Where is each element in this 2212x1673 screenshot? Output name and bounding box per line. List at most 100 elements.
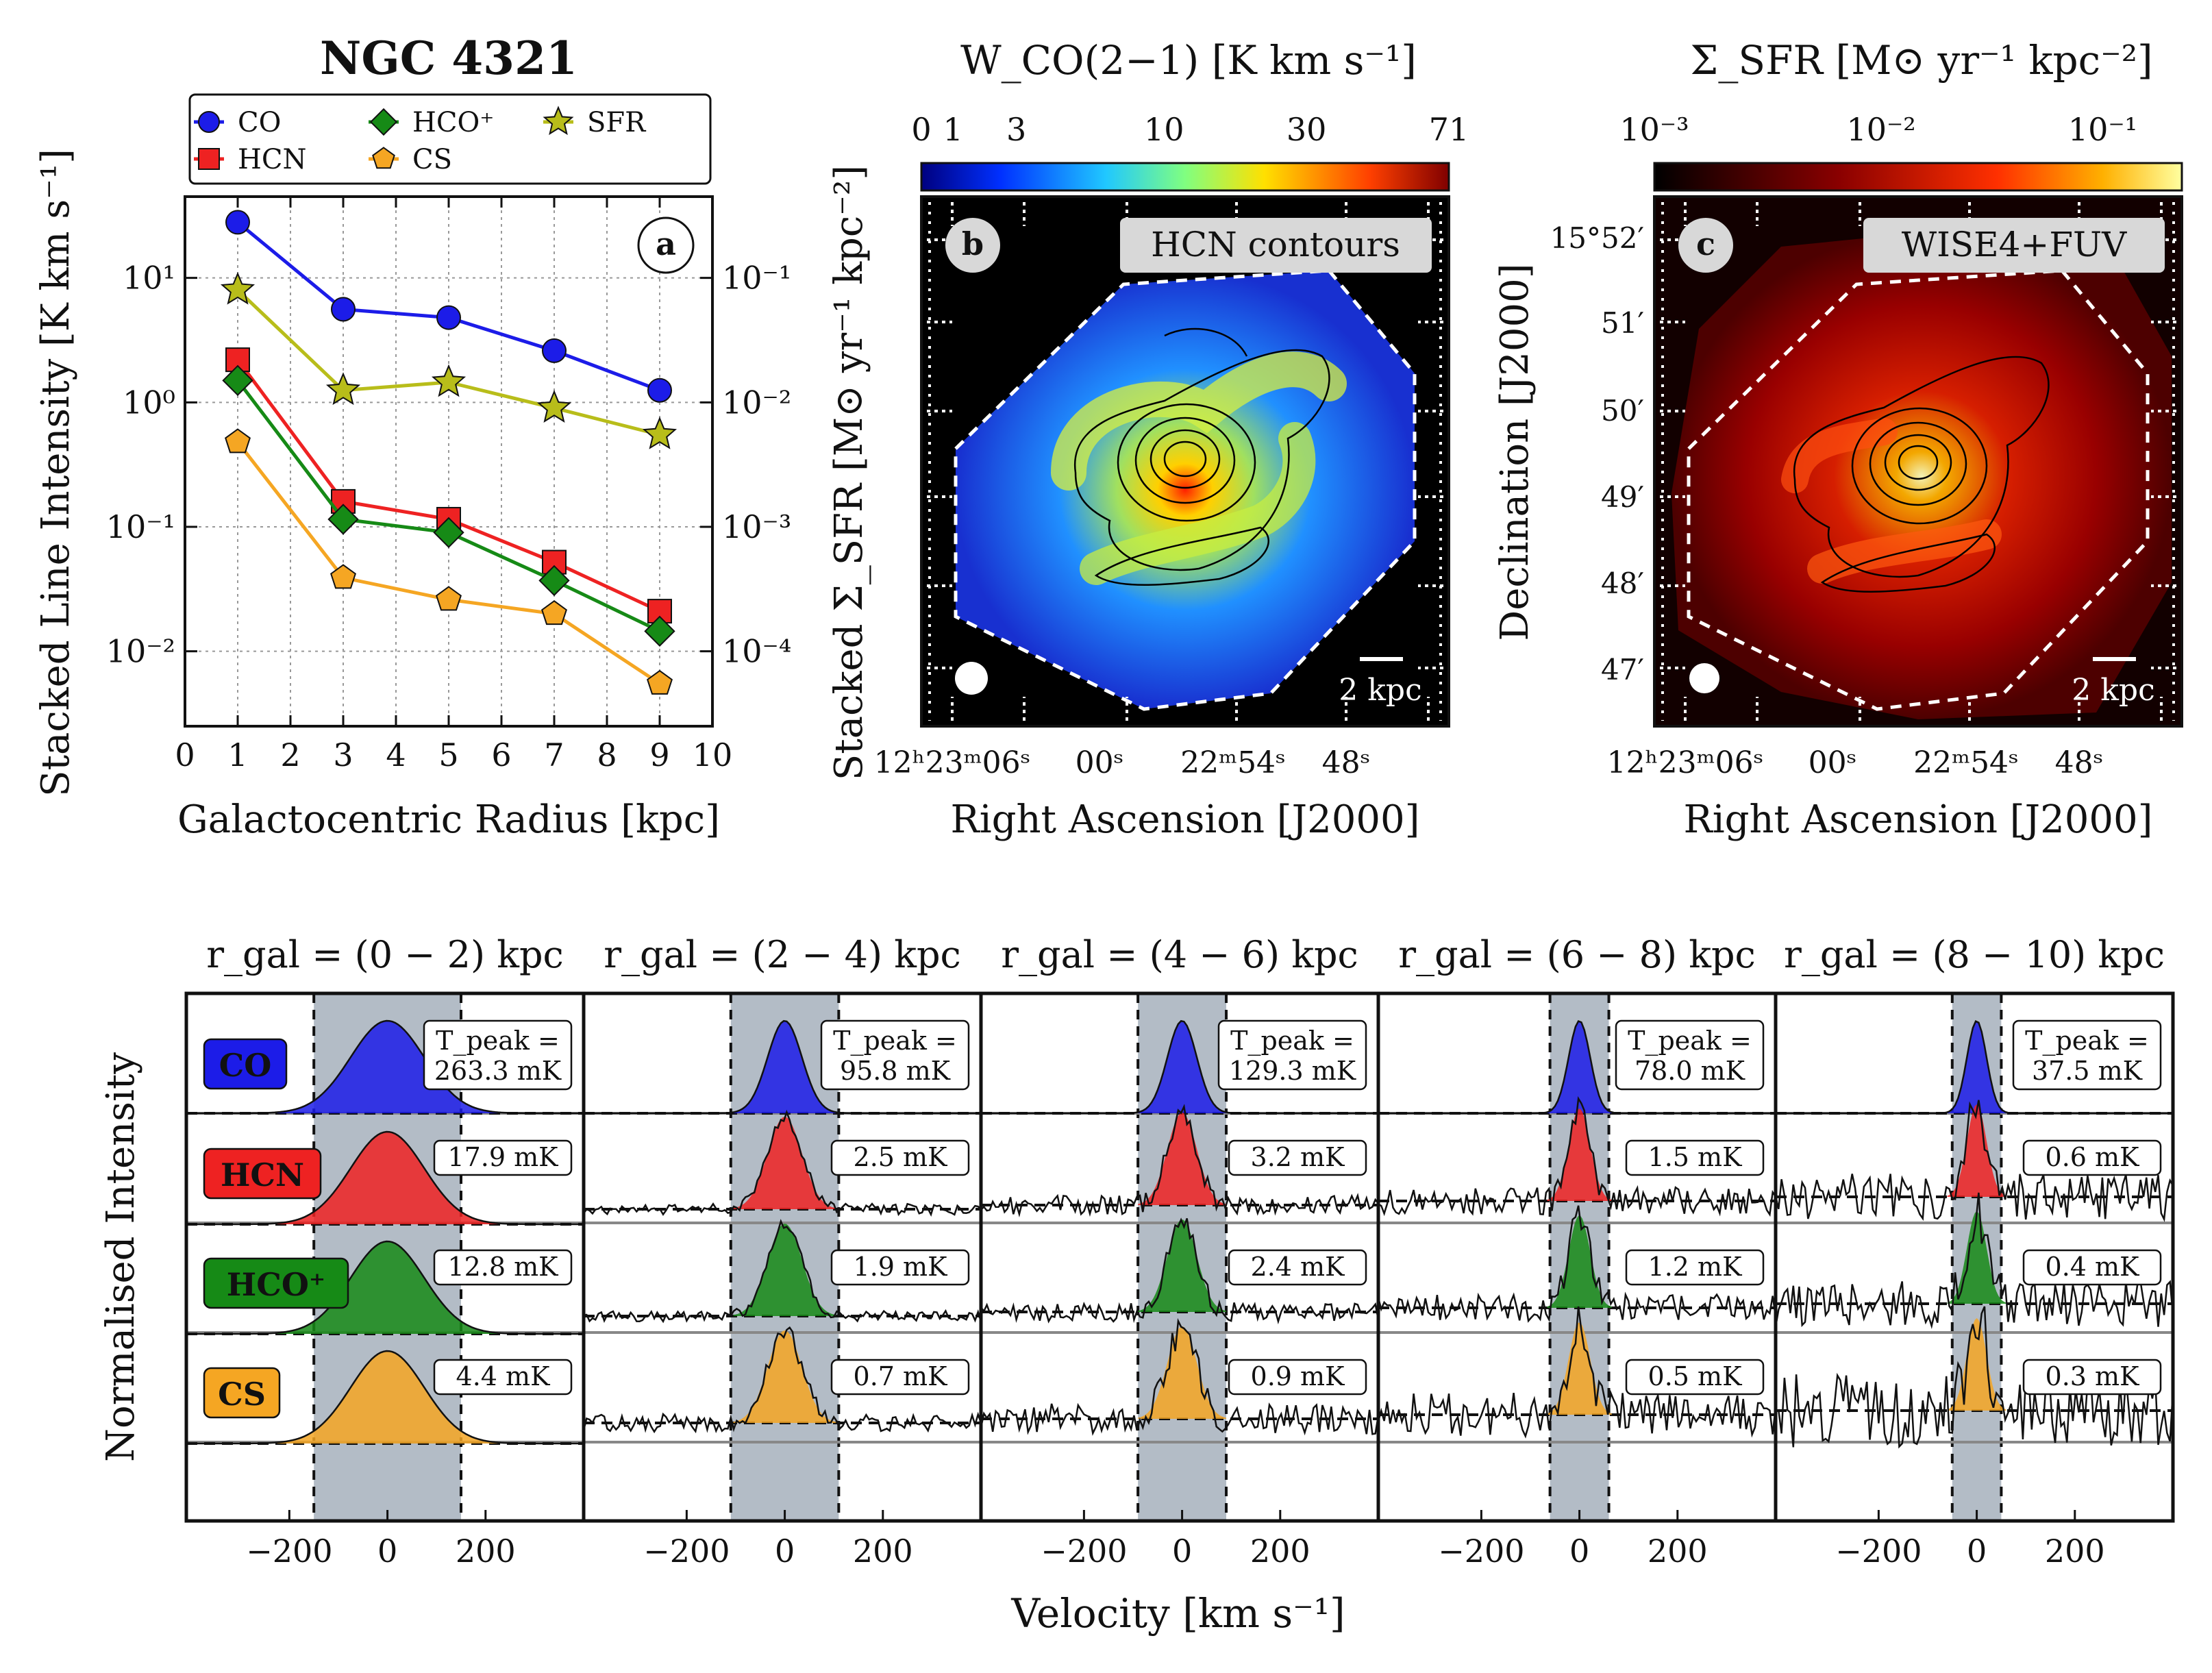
panel-a: NGC 4321 CO HCN HCO⁺ CS SFR 0 1 2 3 4 5 6 7 8 9 10 10⁻²…: [34, 32, 871, 842]
ra-tick-label: 12ʰ23ᵐ06ˢ: [1607, 745, 1764, 780]
x-axis-label: Galactocentric Radius [kpc]: [177, 797, 720, 842]
ra-tick-label: 48ˢ: [2055, 745, 2104, 780]
colorbar-tick-label: 10⁻²: [1846, 111, 1915, 148]
line-profile-co: [186, 1019, 584, 1115]
axes-ticks: 0 1 2 3 4 5 6 7 8 9 10 10⁻² 10⁰ 10¹ 10⁻¹ 10⁻¹ 10⁻² 10⁻³ 10…: [106, 197, 791, 773]
y-axis-label: Declination [J2000]: [1493, 263, 1537, 641]
beam-marker: [1689, 663, 1719, 693]
spectra-x-axis-label: Velocity [km s⁻¹]: [1010, 1590, 1345, 1637]
peak-value-box: [1625, 1359, 1765, 1396]
line-profile-cs: [186, 1350, 584, 1445]
map-ticks: [1660, 202, 2176, 721]
peak-value-box: [830, 1139, 970, 1176]
legend-item: CO: [194, 107, 281, 138]
x-tick-label: 1: [227, 736, 247, 773]
line-tag-box: [203, 1148, 322, 1200]
line-profile-hcn: [980, 1104, 1380, 1218]
dec-tick-label: 50′: [1601, 394, 1644, 427]
line-profile-hcn: [1774, 1100, 2174, 1223]
overlay-label-box: [1863, 218, 2165, 273]
line-profile-co: [1378, 1020, 1776, 1115]
x-tick-label: 5: [438, 736, 458, 773]
x-axis-label: Right Ascension [J2000]: [1684, 797, 2153, 842]
dec-tick-label: 15°52′: [1550, 221, 1644, 255]
x-tick-label: 2: [280, 736, 300, 773]
y2-axis-label: Stacked Σ_SFR [M⊙ yr⁻¹ kpc⁻²]: [827, 165, 871, 780]
x-tick-label: −200: [1835, 1533, 1922, 1570]
dec-tick-label: 49′: [1601, 480, 1644, 514]
spiral-arm-north: [1051, 351, 1347, 491]
x-tick-label: 6: [491, 736, 511, 773]
data-point: [542, 338, 567, 363]
scalebar-label: 2 kpc: [2072, 673, 2154, 708]
series-co: [225, 210, 672, 403]
line-profile-hcop: [1377, 1205, 1777, 1323]
series-hco: [222, 364, 675, 647]
legend-label: CO: [238, 107, 281, 138]
data-point: [647, 669, 673, 695]
legend-label: SFR: [587, 107, 647, 138]
x-tick-label: 0: [1967, 1533, 1987, 1570]
line-profile-fill-hcop: [1947, 1211, 2006, 1304]
plot-frame: [184, 195, 714, 728]
peak-value: 0.3 mK: [2046, 1361, 2140, 1391]
peak-value: 78.0 mK: [1635, 1056, 1745, 1086]
colorbar: [1653, 162, 2183, 192]
peak-value: 1.9 mK: [854, 1252, 948, 1282]
peak-value-box: [830, 1359, 970, 1396]
x-tick-label: 0: [1569, 1533, 1589, 1570]
colorbar-title: W_CO(2−1) [K km s⁻¹]: [960, 37, 1417, 84]
data-point: [644, 615, 675, 647]
peak-value: 1.2 mK: [1648, 1252, 1743, 1282]
data-point: [225, 210, 250, 235]
line-tag-hcop: HCO⁺: [203, 1257, 349, 1309]
line-profile-fill-hcn: [277, 1132, 498, 1224]
colorbar-tick-label: 30: [1287, 111, 1327, 148]
peak-value-box: [1625, 1249, 1765, 1286]
data-point: [536, 390, 572, 423]
spectrum-panel-title: r_gal = (4 − 6) kpc: [1001, 933, 1358, 976]
beam-marker: [955, 662, 988, 695]
legend-label: HCN: [238, 144, 307, 175]
series-sfr: [220, 271, 678, 449]
y-tick-label: 10¹: [123, 260, 175, 297]
peak-value: 4.4 mK: [456, 1361, 551, 1391]
data-point: [369, 108, 398, 136]
spiral-arm-south: [1080, 422, 1316, 585]
line-profile-hcn: [1378, 1096, 1777, 1217]
galaxy-title: NGC 4321: [320, 32, 577, 85]
data-point: [436, 305, 461, 330]
peak-value: 2.5 mK: [854, 1142, 948, 1172]
spectrum-panel-title: r_gal = (2 − 4) kpc: [604, 933, 961, 976]
x-tick-label: −200: [1041, 1533, 1127, 1570]
panel-label-circle: [637, 216, 695, 274]
line-profile-cs: [980, 1317, 1380, 1436]
data-point: [538, 565, 570, 597]
peak-value: 0.4 mK: [2046, 1252, 2140, 1282]
data-point: [436, 586, 462, 611]
colorbar-ticks: 10⁻³ 10⁻² 10⁻¹: [1619, 111, 2137, 173]
x-tick-label: 4: [386, 736, 406, 773]
colorbar-tick-label: 3: [1006, 111, 1026, 148]
data-point: [642, 417, 678, 449]
ra-tick-labels: 12ʰ23ᵐ06ˢ 00ˢ 22ᵐ54ˢ 48ˢ: [874, 745, 1371, 780]
map-frame: [920, 195, 1450, 728]
peak-value: 17.9 mK: [447, 1142, 558, 1172]
legend-item: SFR: [543, 106, 647, 138]
y2-tick-label: 10⁻³: [722, 508, 791, 545]
x-tick-label: 200: [853, 1533, 913, 1570]
line-profile-fill-co: [733, 1021, 836, 1113]
line-profile-cs: [1377, 1306, 1777, 1439]
x-tick-label: 200: [1648, 1533, 1708, 1570]
line-tag-cs: CS: [203, 1367, 281, 1419]
panel-label-circle: [945, 218, 1000, 273]
line-tag-hcn: HCN: [203, 1148, 322, 1200]
ra-tick-labels: 12ʰ23ᵐ06ˢ 00ˢ 22ᵐ54ˢ 48ˢ: [1607, 745, 2104, 780]
line-profile-hcn: [186, 1130, 584, 1226]
line-profile-fill-hcn: [1547, 1108, 1612, 1201]
data-point: [222, 364, 253, 396]
data-point: [647, 377, 672, 403]
peak-value: 0.9 mK: [1251, 1361, 1345, 1391]
y2-tick-label: 10⁻¹: [722, 260, 791, 297]
peak-label: T_peak =: [436, 1026, 560, 1056]
